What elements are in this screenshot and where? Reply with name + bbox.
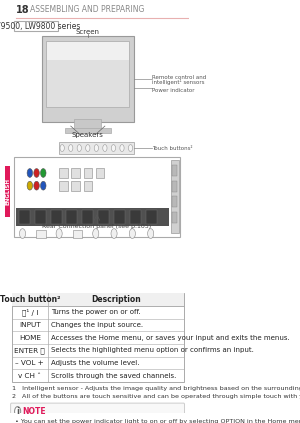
Circle shape	[103, 145, 107, 151]
Text: ENTER Ⓢ: ENTER Ⓢ	[14, 347, 45, 354]
Bar	[71, 181, 80, 191]
Circle shape	[93, 229, 99, 239]
Bar	[47, 42, 129, 60]
Text: ENGLISH: ENGLISH	[5, 178, 10, 205]
Bar	[96, 168, 104, 178]
Text: Power indicator: Power indicator	[152, 88, 195, 93]
Circle shape	[77, 145, 81, 151]
Text: Rear Connection panel (see p.103): Rear Connection panel (see p.103)	[42, 224, 152, 229]
Text: Changes the input source.: Changes the input source.	[51, 322, 143, 328]
Text: intelligent¹ sensors: intelligent¹ sensors	[152, 79, 205, 85]
Bar	[11, 293, 184, 382]
Bar	[59, 168, 68, 178]
Bar	[83, 168, 92, 178]
Bar	[16, 208, 169, 226]
Text: – VOL +: – VOL +	[16, 360, 44, 366]
Text: INPUT: INPUT	[19, 322, 41, 328]
Bar	[35, 210, 46, 224]
Bar	[98, 210, 109, 224]
Text: Remote control and: Remote control and	[152, 75, 207, 80]
Text: 1   Intelligent sensor - Adjusts the image quality and brightness based on the s: 1 Intelligent sensor - Adjusts the image…	[11, 386, 300, 391]
Circle shape	[128, 145, 133, 151]
Circle shape	[129, 229, 135, 239]
Text: i: i	[16, 407, 19, 416]
Circle shape	[94, 145, 98, 151]
Circle shape	[86, 145, 90, 151]
Text: 18: 18	[16, 5, 30, 15]
Circle shape	[60, 145, 64, 151]
Bar	[74, 119, 101, 129]
Circle shape	[148, 229, 154, 239]
Circle shape	[20, 229, 26, 239]
Circle shape	[40, 169, 46, 177]
FancyBboxPatch shape	[11, 403, 184, 423]
Text: Adjusts the volume level.: Adjusts the volume level.	[51, 360, 139, 366]
Text: HOME: HOME	[19, 335, 41, 341]
Bar	[36, 230, 46, 239]
Bar	[46, 41, 129, 107]
Text: Touch button²: Touch button²	[0, 295, 60, 304]
Bar	[83, 181, 92, 191]
Bar	[114, 210, 125, 224]
Bar	[172, 212, 177, 223]
Circle shape	[15, 407, 21, 416]
Bar	[59, 142, 134, 154]
Bar	[172, 196, 177, 207]
Text: Screen: Screen	[76, 29, 100, 35]
Bar	[11, 293, 184, 306]
Bar	[5, 166, 10, 217]
Bar	[73, 230, 82, 239]
Bar	[14, 157, 180, 237]
Text: Selects the highlighted menu option or confirms an input.: Selects the highlighted menu option or c…	[51, 347, 254, 353]
Circle shape	[40, 181, 46, 190]
Text: Scrolls through the saved channels.: Scrolls through the saved channels.	[51, 373, 176, 379]
Text: ⓘ¹ / I: ⓘ¹ / I	[22, 308, 38, 316]
Circle shape	[69, 145, 73, 151]
Circle shape	[111, 229, 117, 239]
Circle shape	[27, 181, 33, 190]
Bar	[51, 210, 62, 224]
Bar	[171, 160, 179, 233]
Text: • You can set the power indicator light to on or off by selecting OPTION in the : • You can set the power indicator light …	[15, 419, 300, 423]
Bar	[64, 128, 111, 133]
Text: ASSEMBLING AND PREPARING: ASSEMBLING AND PREPARING	[30, 5, 144, 14]
Bar	[67, 210, 77, 224]
Bar	[71, 168, 80, 178]
Bar	[146, 210, 157, 224]
Bar	[19, 210, 30, 224]
Text: Speakers: Speakers	[72, 132, 104, 138]
Text: Accesses the Home menu, or saves your input and exits the menus.: Accesses the Home menu, or saves your in…	[51, 335, 289, 341]
Bar	[130, 210, 141, 224]
Text: Touch buttons²: Touch buttons²	[152, 146, 193, 151]
Circle shape	[34, 169, 39, 177]
Bar	[82, 210, 93, 224]
Circle shape	[111, 145, 116, 151]
Circle shape	[34, 181, 39, 190]
Text: LV9500, LW9800 series: LV9500, LW9800 series	[0, 22, 80, 31]
Circle shape	[56, 229, 62, 239]
Circle shape	[120, 145, 124, 151]
Text: Description: Description	[91, 295, 141, 304]
Text: Turns the power on or off.: Turns the power on or off.	[51, 309, 140, 315]
Text: NOTE: NOTE	[22, 407, 46, 416]
Bar	[59, 181, 68, 191]
Bar	[42, 36, 134, 122]
Bar	[172, 165, 177, 176]
Bar	[172, 181, 177, 192]
Circle shape	[27, 169, 33, 177]
Text: v CH ˄: v CH ˄	[18, 373, 41, 379]
Bar	[14, 22, 58, 31]
Text: 2   All of the buttons are touch sensitive and can be operated through simple to: 2 All of the buttons are touch sensitive…	[11, 394, 300, 399]
